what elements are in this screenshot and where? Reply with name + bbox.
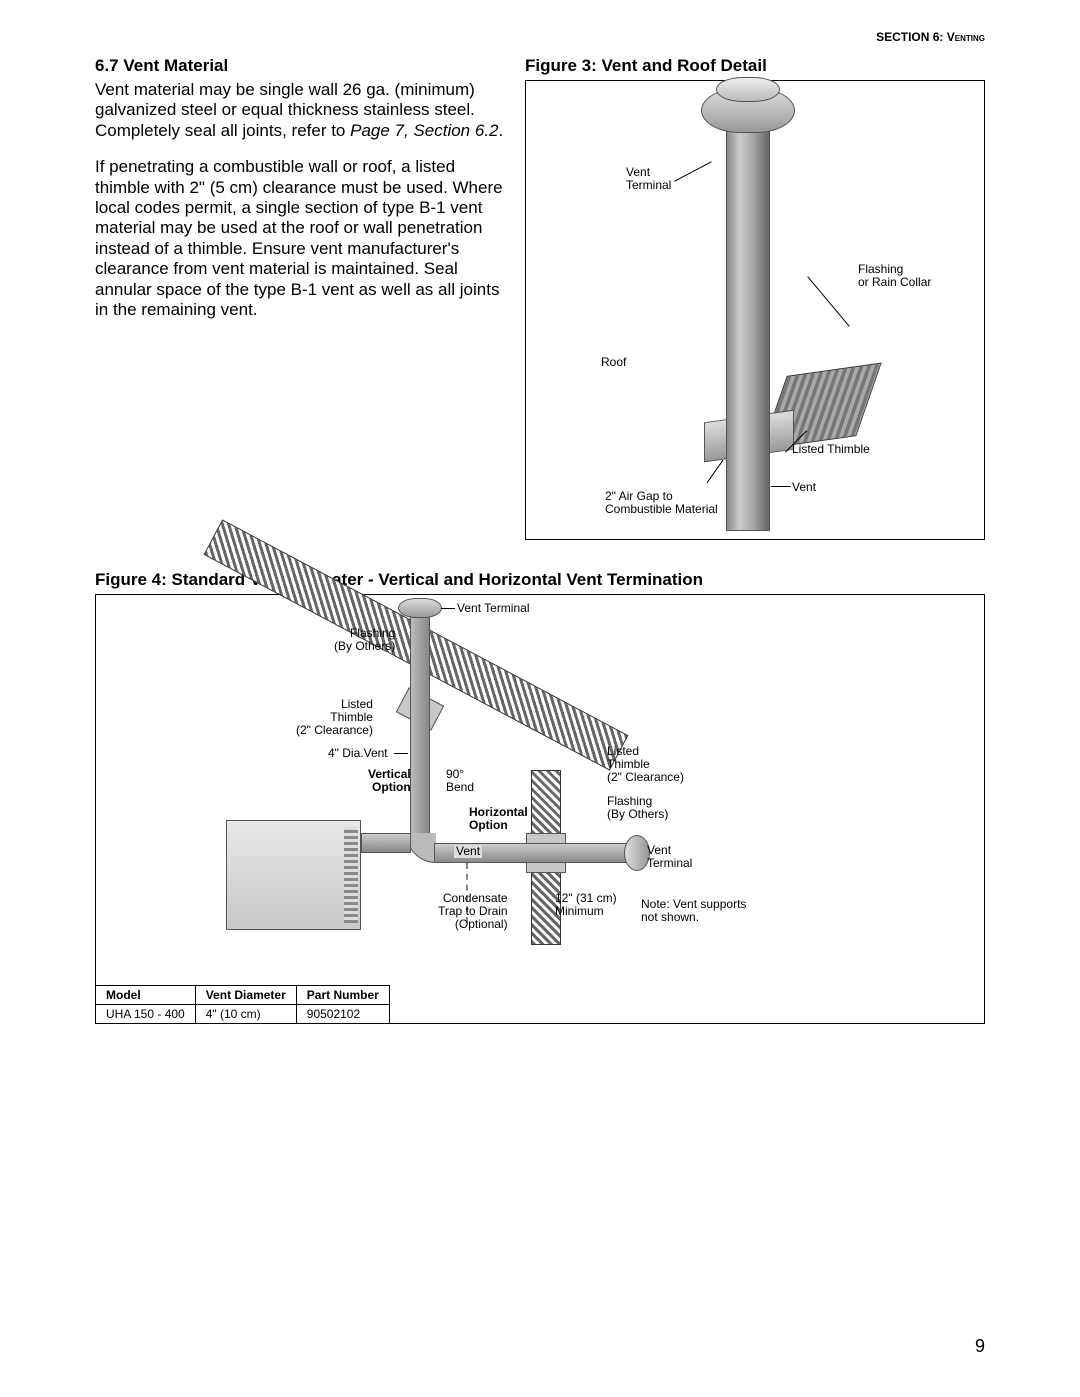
label-vent-terminal: Vent Terminal bbox=[626, 166, 671, 192]
para-1: Vent material may be single wall 26 ga. … bbox=[95, 80, 505, 141]
figure-3-title: Figure 3: Vent and Roof Detail bbox=[525, 56, 985, 76]
section-name: Venting bbox=[947, 30, 985, 44]
arrow-line bbox=[707, 460, 724, 484]
label-bend: 90° Bend bbox=[446, 768, 474, 794]
label-listed-thimble: Listed Thimble bbox=[792, 443, 870, 456]
vent-material-heading: 6.7 Vent Material bbox=[95, 56, 505, 76]
right-column: Figure 3: Vent and Roof Detail Vent Term… bbox=[525, 56, 985, 540]
label-listed-thimble-2: Listed Thimble (2" Clearance) bbox=[607, 745, 684, 785]
arrow-line bbox=[807, 276, 850, 326]
label-flashing: Flashing or Rain Collar bbox=[858, 263, 931, 289]
arrow-line bbox=[771, 486, 791, 487]
horiz-pipe-a-illustration bbox=[361, 833, 411, 853]
para-2: If penetrating a combustible wall or roo… bbox=[95, 157, 505, 320]
td-model: UHA 150 - 400 bbox=[96, 1005, 196, 1024]
label-horizontal-option: Horizontal Option bbox=[469, 806, 528, 832]
figure-3-box: Vent Terminal Flashing or Rain Collar Ro… bbox=[525, 80, 985, 540]
label-flashing-1: Flashing (By Others) bbox=[334, 627, 395, 653]
section-label: SECTION 6: bbox=[876, 30, 943, 44]
vertical-cap-illustration bbox=[398, 598, 442, 618]
para-1b: . bbox=[499, 121, 504, 140]
label-roof: Roof bbox=[601, 356, 626, 369]
th-model: Model bbox=[96, 986, 196, 1005]
label-note: Note: Vent supports not shown. bbox=[641, 898, 746, 924]
label-vent: Vent bbox=[792, 481, 816, 494]
td-part-number: 90502102 bbox=[296, 1005, 389, 1024]
th-part-number: Part Number bbox=[296, 986, 389, 1005]
arrow-line bbox=[441, 608, 455, 609]
heater-illustration bbox=[226, 820, 361, 930]
td-vent-diameter: 4" (10 cm) bbox=[195, 1005, 296, 1024]
section-header: SECTION 6: Venting bbox=[95, 30, 985, 44]
label-minimum: 12" (31 cm) Minimum bbox=[555, 892, 617, 918]
label-vent-terminal4: Vent Terminal bbox=[457, 602, 530, 615]
vertical-pipe-illustration bbox=[410, 610, 430, 840]
arrow-line bbox=[394, 753, 408, 754]
label-dia-vent: 4" Dia.Vent bbox=[328, 747, 388, 760]
figure-4-box: Vent Terminal Flashing (By Others) Liste… bbox=[95, 594, 985, 1024]
label-listed-thimble-1: Listed Thimble (2" Clearance) bbox=[296, 698, 373, 738]
label-air-gap: 2" Air Gap to Combustible Material bbox=[605, 490, 718, 516]
th-vent-diameter: Vent Diameter bbox=[195, 986, 296, 1005]
left-column: 6.7 Vent Material Vent material may be s… bbox=[95, 56, 505, 540]
vent-pipe-illustration bbox=[726, 111, 770, 531]
vent-spec-table: Model Vent Diameter Part Number UHA 150 … bbox=[95, 985, 390, 1024]
para-1-ital: Page 7, Section 6.2 bbox=[350, 121, 498, 140]
label-vent4: Vent bbox=[454, 845, 482, 858]
vent-cap-top-illustration bbox=[716, 77, 780, 102]
label-condensate: Condensate Trap to Drain (Optional) bbox=[438, 892, 508, 932]
label-vent-terminal-2: Vent Terminal bbox=[647, 844, 692, 870]
label-flashing-2: Flashing (By Others) bbox=[607, 795, 668, 821]
label-vertical-option: Vertical Option bbox=[368, 768, 411, 794]
arrow-line bbox=[674, 161, 712, 182]
page-number: 9 bbox=[975, 1336, 985, 1357]
figure-4-title: Figure 4: Standard Vented Heater - Verti… bbox=[95, 570, 985, 590]
